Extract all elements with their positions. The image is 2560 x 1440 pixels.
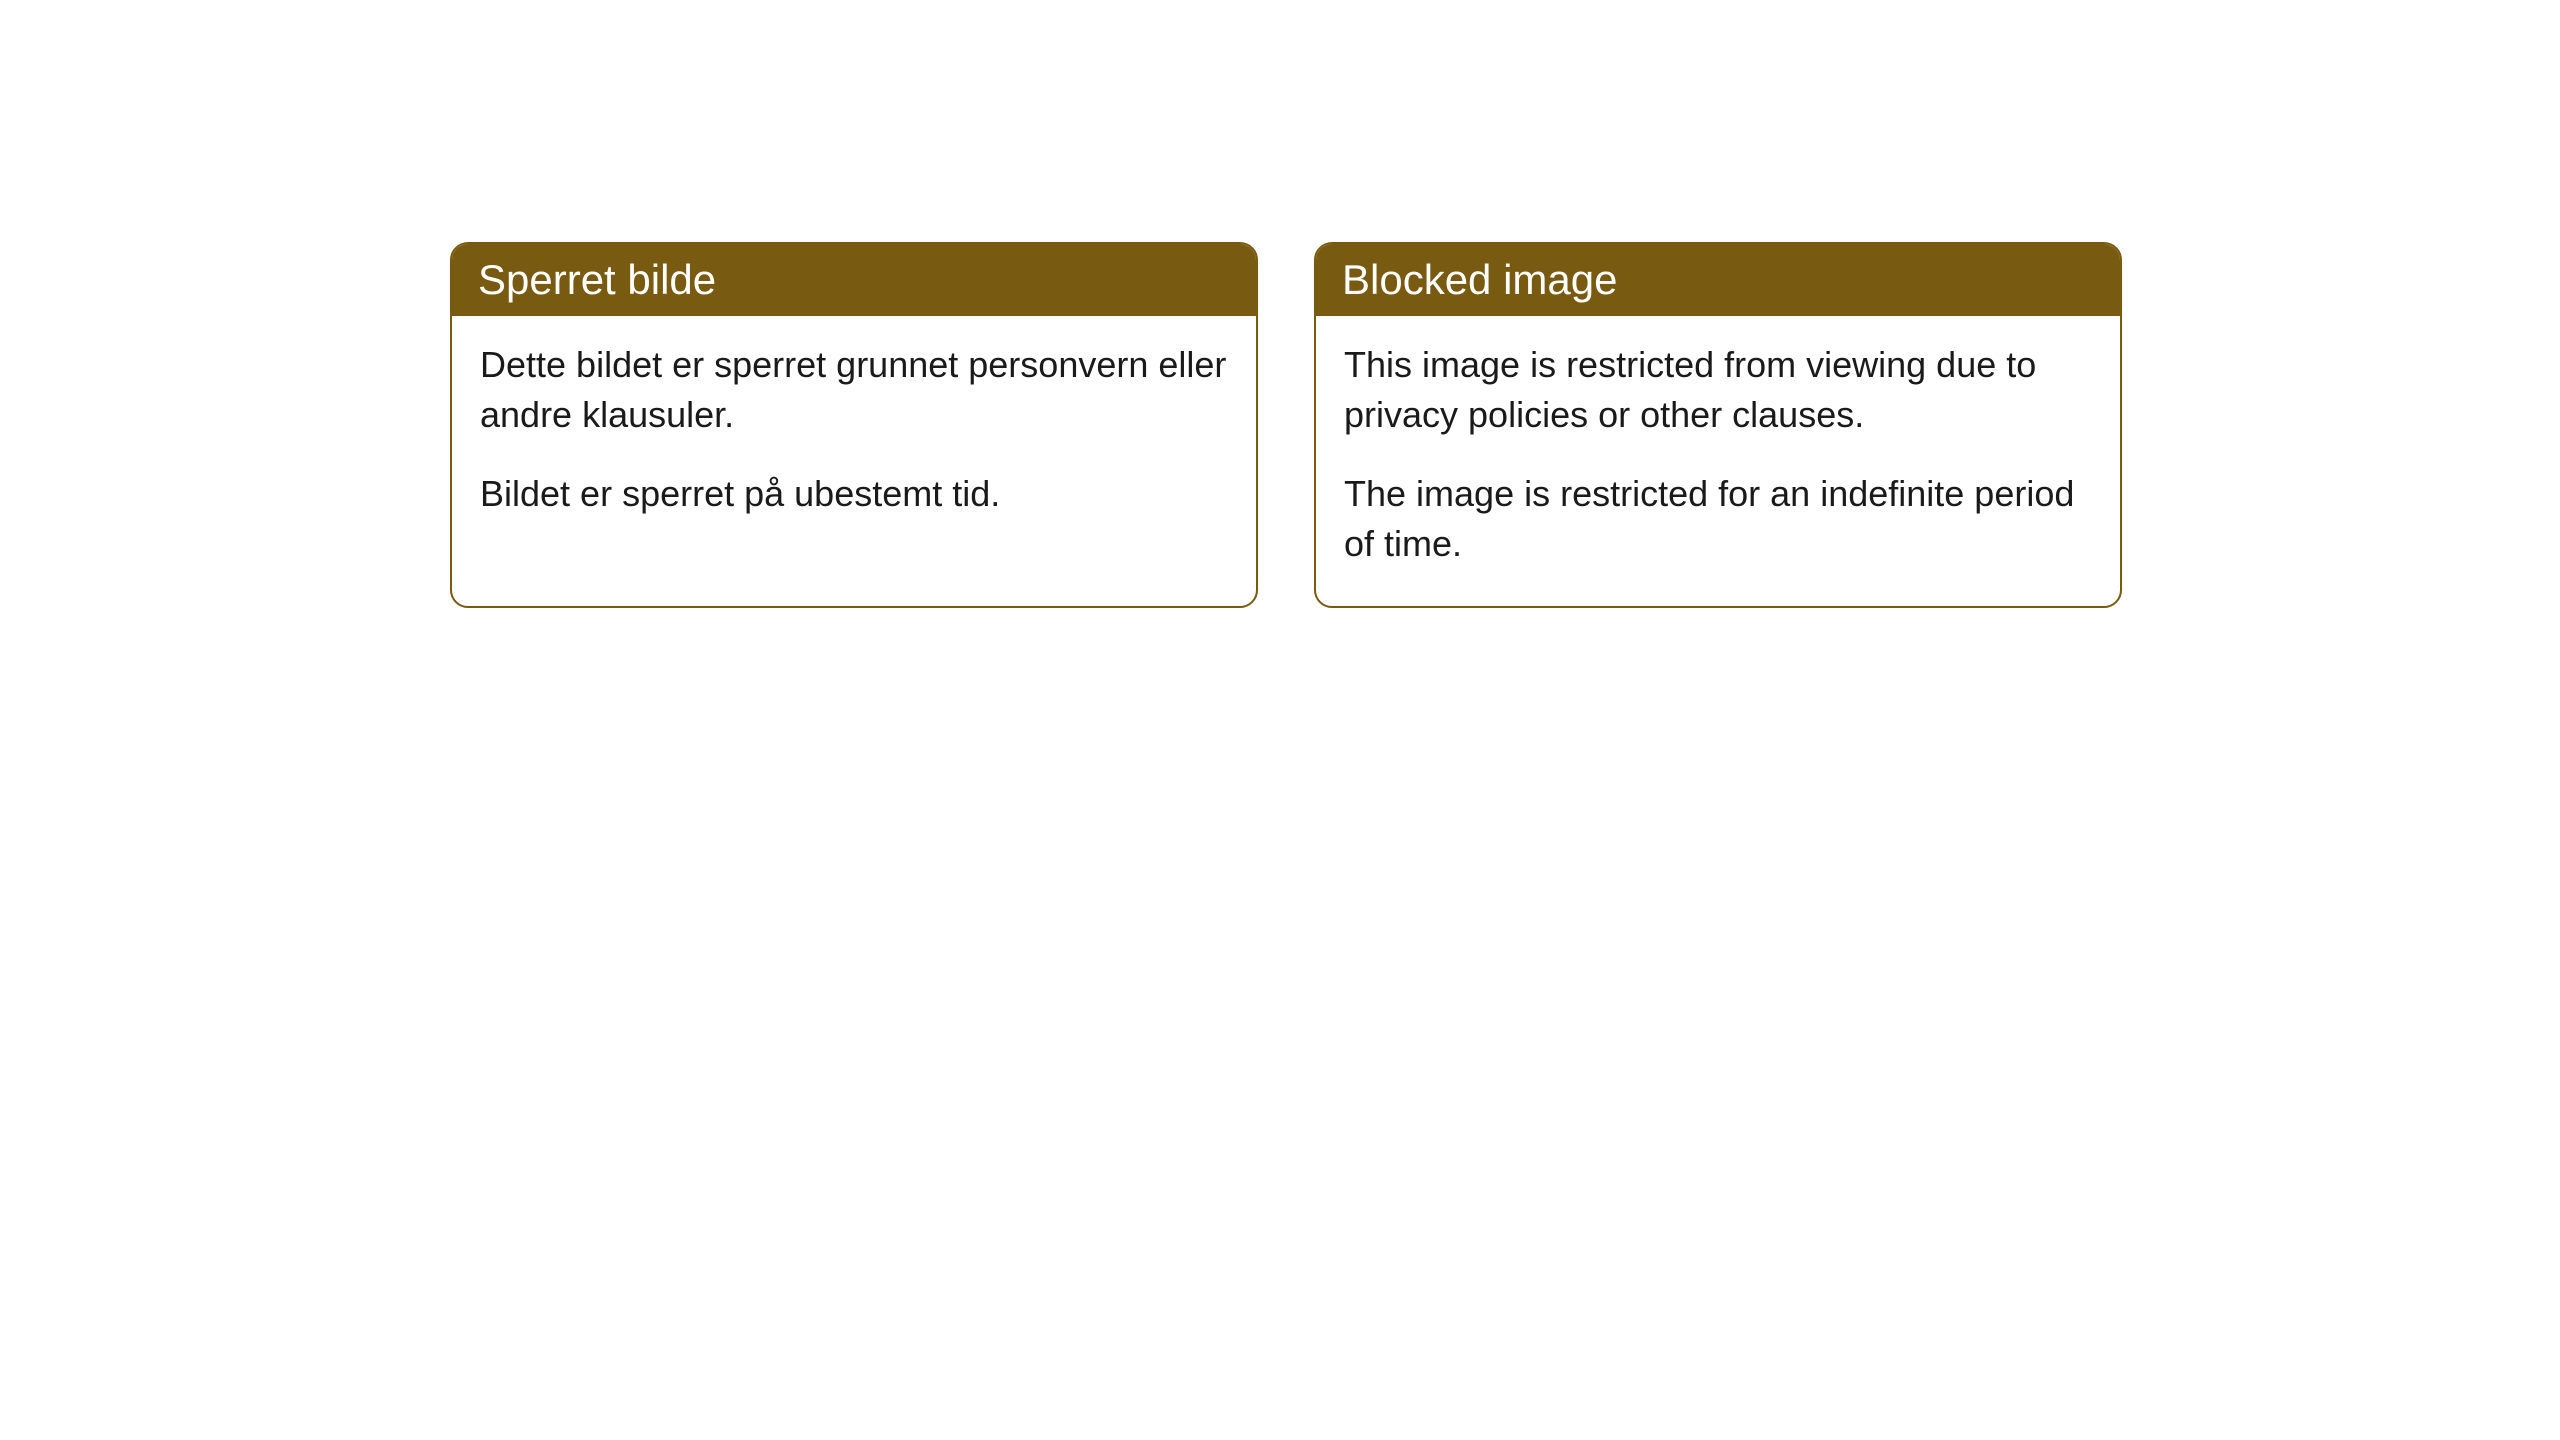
card-title: Blocked image: [1342, 256, 1617, 303]
card-title: Sperret bilde: [478, 256, 716, 303]
card-paragraph: The image is restricted for an indefinit…: [1344, 469, 2092, 570]
card-header: Blocked image: [1316, 244, 2120, 316]
card-body: Dette bildet er sperret grunnet personve…: [452, 316, 1256, 555]
blocked-image-card-norwegian: Sperret bilde Dette bildet er sperret gr…: [450, 242, 1258, 608]
blocked-image-card-english: Blocked image This image is restricted f…: [1314, 242, 2122, 608]
card-paragraph: Bildet er sperret på ubestemt tid.: [480, 469, 1228, 519]
card-header: Sperret bilde: [452, 244, 1256, 316]
card-body: This image is restricted from viewing du…: [1316, 316, 2120, 606]
card-paragraph: This image is restricted from viewing du…: [1344, 340, 2092, 441]
notice-cards-container: Sperret bilde Dette bildet er sperret gr…: [450, 242, 2560, 608]
card-paragraph: Dette bildet er sperret grunnet personve…: [480, 340, 1228, 441]
